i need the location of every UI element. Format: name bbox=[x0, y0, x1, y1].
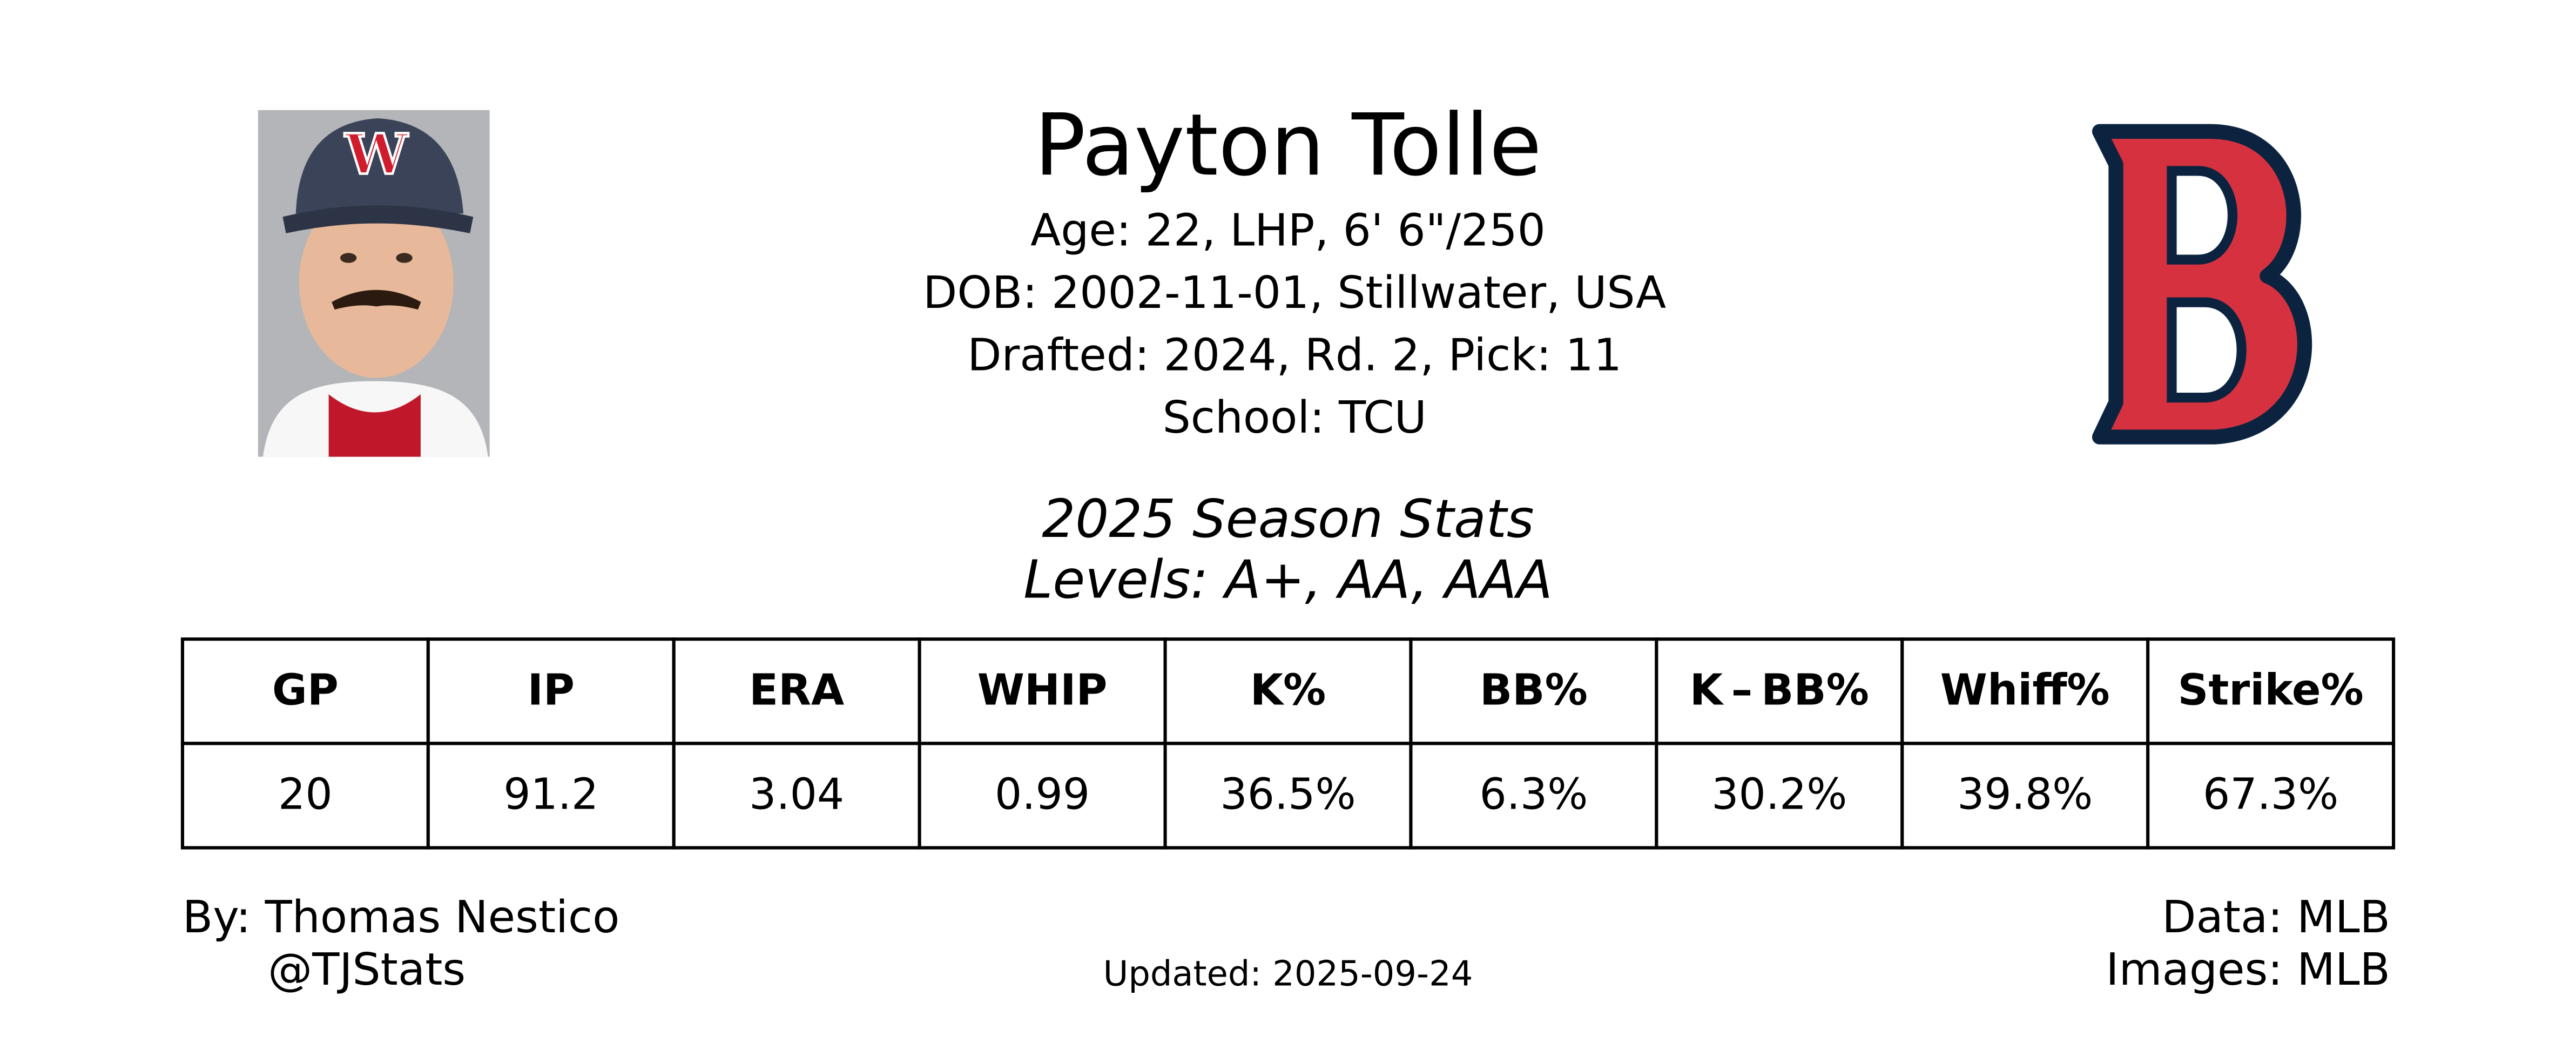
footer-image-source: Images: MLB bbox=[2106, 944, 2390, 995]
player-detail: DOB: 2002-11-01, Stillwater, USA bbox=[923, 267, 1666, 319]
footer-handle: @TJStats bbox=[268, 944, 466, 995]
cell-value: 36.5% bbox=[1220, 769, 1356, 819]
cell-value: 20 bbox=[278, 769, 333, 819]
header-cell bbox=[1900, 637, 2150, 745]
player-name: Payton Tolle bbox=[1034, 96, 1542, 195]
header-cell bbox=[1655, 637, 1904, 745]
cell-value: 3.04 bbox=[749, 769, 844, 819]
header-label: BB% bbox=[1480, 665, 1588, 715]
data-cell bbox=[1900, 742, 2150, 850]
footer-data-source: Data: MLB bbox=[2162, 892, 2390, 943]
header-label: K% bbox=[1250, 665, 1326, 715]
cell-value: 30.2% bbox=[1711, 769, 1847, 819]
stats-table: GP IP ERA WHIP K% BB% K – BB% Whiff% Strike% 20 91… bbox=[180, 637, 2396, 850]
header-label: K – BB% bbox=[1690, 665, 1869, 715]
player-detail: Drafted: 2024, Rd. 2, Pick: 11 bbox=[967, 330, 1622, 381]
header-label: Whiff% bbox=[1940, 665, 2110, 715]
cell-value: 39.8% bbox=[1957, 769, 2093, 819]
data-cell bbox=[672, 742, 921, 850]
header-cell bbox=[2146, 637, 2396, 745]
cell-value: 0.99 bbox=[995, 769, 1090, 819]
data-cell bbox=[2146, 742, 2396, 850]
stats-title: 2025 Season Stats bbox=[1042, 488, 1534, 549]
header-label: Strike% bbox=[2178, 665, 2364, 715]
player-detail: Age: 22, LHP, 6' 6"/250 bbox=[1030, 205, 1546, 256]
data-cell bbox=[1163, 742, 1413, 850]
header-label: IP bbox=[528, 665, 575, 715]
svg-text:W: W bbox=[345, 122, 409, 187]
header-label: ERA bbox=[749, 665, 844, 715]
player-photo: W bbox=[258, 110, 490, 457]
cell-value: 91.2 bbox=[503, 769, 598, 819]
footer-updated: Updated: 2025-09-24 bbox=[1103, 954, 1473, 994]
team-logo bbox=[2092, 124, 2312, 445]
header-label: WHIP bbox=[977, 665, 1108, 715]
cell-value: 67.3% bbox=[2203, 769, 2338, 819]
cell-value: 6.3% bbox=[1479, 769, 1588, 819]
stats-subtitle: Levels: A+, AA, AAA bbox=[1023, 549, 1553, 610]
header-label: GP bbox=[272, 665, 339, 715]
data-cell bbox=[426, 742, 676, 850]
header-cell bbox=[180, 637, 430, 745]
player-detail: School: TCU bbox=[1163, 392, 1427, 443]
footer-author: By: Thomas Nestico bbox=[183, 892, 619, 943]
data-cell bbox=[180, 742, 430, 850]
data-cell bbox=[1655, 742, 1904, 850]
